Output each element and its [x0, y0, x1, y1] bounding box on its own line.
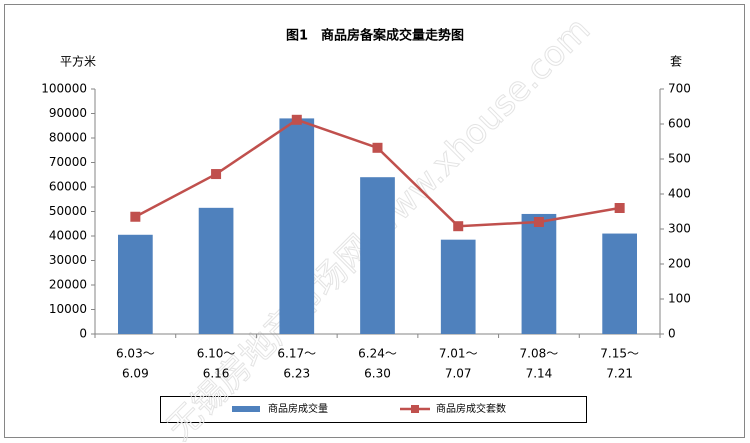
y-tick-label: 100000 [41, 82, 87, 96]
y2-tick-label: 400 [668, 187, 691, 201]
x-tick-label: 6.30 [364, 367, 391, 381]
y-tick-label: 20000 [49, 278, 87, 292]
legend-box [160, 396, 587, 423]
bar [279, 118, 315, 335]
y2-tick-label: 700 [668, 82, 691, 96]
marker [614, 203, 625, 213]
y-tick-label: 80000 [49, 131, 87, 145]
bar [440, 239, 476, 334]
x-tick-label: 7.07 [445, 367, 472, 381]
legend-swatch [411, 405, 419, 413]
x-tick-label: 6.24～ [358, 347, 397, 361]
y2-tick-label: 500 [668, 152, 691, 166]
y-tick-label: 30000 [49, 253, 87, 267]
legend-label: 商品房成交套数 [436, 402, 506, 415]
y2-tick-label: 100 [668, 292, 691, 306]
bar [602, 233, 637, 334]
legend-swatch [232, 406, 260, 412]
marker [291, 114, 302, 125]
marker [130, 211, 141, 222]
y-tick-label: 70000 [49, 155, 87, 169]
y-tick-label: 60000 [49, 180, 87, 194]
legend-label: 商品房成交量 [268, 402, 328, 415]
y2-axis-label: 套 [670, 55, 682, 69]
x-tick-label: 6.17～ [277, 347, 316, 361]
x-tick-label: 6.23 [283, 367, 310, 381]
marker [211, 169, 222, 180]
y-tick-label: 0 [79, 327, 87, 341]
x-tick-label: 6.03～ [116, 347, 155, 361]
bar [360, 177, 395, 334]
x-tick-label: 6.16 [203, 367, 230, 381]
y-tick-label: 50000 [49, 204, 87, 218]
y-axis-label: 平方米 [60, 54, 96, 69]
x-tick-label: 7.14 [526, 367, 553, 381]
bar [198, 207, 234, 334]
x-tick-label: 7.21 [606, 367, 633, 381]
marker [372, 142, 383, 153]
x-tick-label: 7.15～ [600, 347, 639, 361]
y-tick-label: 10000 [49, 302, 87, 316]
x-tick-label: 7.01～ [439, 347, 478, 361]
bar [118, 234, 153, 334]
y2-tick-label: 600 [668, 117, 691, 131]
y-tick-label: 90000 [49, 106, 87, 120]
y2-tick-label: 0 [668, 327, 676, 341]
y2-tick-label: 200 [668, 257, 691, 271]
x-tick-label: 6.09 [122, 367, 149, 381]
x-tick-label: 7.08～ [520, 347, 559, 361]
x-tick-label: 6.10～ [197, 347, 236, 361]
marker [453, 221, 464, 232]
chart-title: 图1 商品房备案成交量走势图 [286, 28, 464, 44]
bar [521, 213, 557, 334]
marker [533, 217, 544, 227]
y2-tick-label: 300 [668, 222, 691, 236]
y-tick-label: 40000 [49, 229, 87, 243]
